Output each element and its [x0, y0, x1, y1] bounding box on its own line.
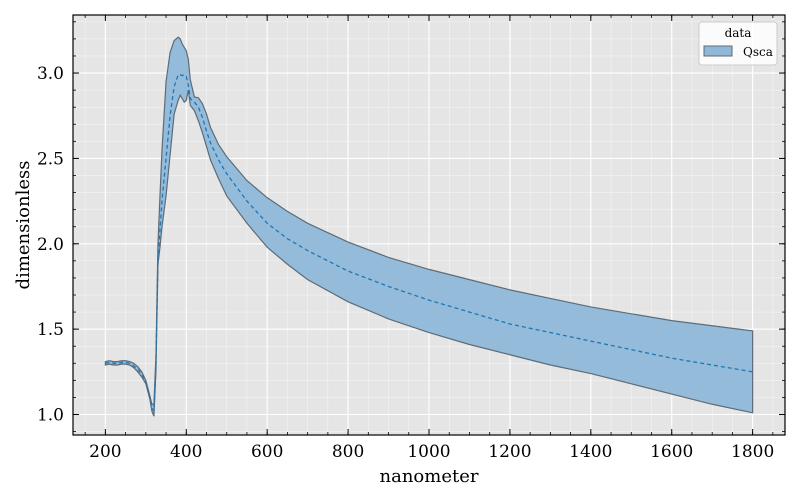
- y-tick-label: 2.5: [37, 149, 64, 169]
- series-layer: [104, 36, 754, 417]
- x-tick-label: 1200: [488, 442, 531, 462]
- x-tick-label: 1600: [650, 442, 693, 462]
- y-tick-label: 1.5: [37, 320, 64, 340]
- legend-swatch-qsca: [703, 45, 733, 57]
- x-tick-label: 1000: [407, 442, 450, 462]
- y-tick-label: 1.0: [37, 406, 64, 426]
- legend-title: data: [725, 26, 752, 40]
- x-axis-label: nanometer: [380, 466, 479, 487]
- axis-tick-labels: 200 400 600 800 1000 1200 1400 1600 1800 1.0 1.5 2.…: [37, 64, 774, 462]
- y-tick-label: 3.0: [37, 64, 64, 84]
- y-axis-label: dimensionless: [13, 161, 34, 290]
- x-tick-label: 400: [170, 442, 202, 462]
- y-tick-label: 2.0: [37, 235, 64, 255]
- x-tick-label: 1800: [731, 442, 774, 462]
- x-tick-label: 200: [89, 442, 121, 462]
- x-tick-label: 600: [251, 442, 283, 462]
- axis-ticks: [73, 15, 785, 435]
- series-band-qsca: [104, 36, 754, 417]
- x-tick-label: 1400: [569, 442, 612, 462]
- legend-entry-qsca: Qsca: [743, 45, 773, 59]
- x-tick-label: 800: [332, 442, 364, 462]
- legend[interactable]: data Qsca: [698, 21, 778, 66]
- series-mean-line-qsca: [105, 74, 753, 414]
